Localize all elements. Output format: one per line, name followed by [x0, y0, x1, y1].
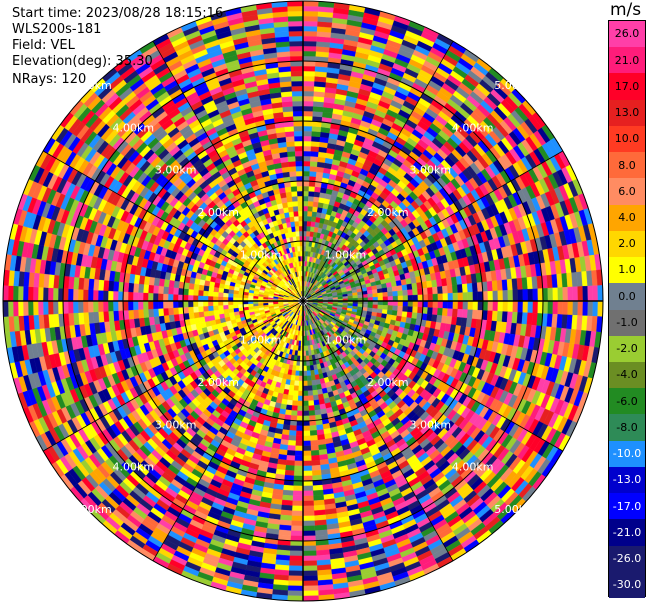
azimuth-spoke [302, 300, 563, 452]
elevation-label: Elevation(deg): 35.30 [12, 54, 153, 69]
colorbar-tick-label: -21.0 [612, 525, 642, 539]
azimuth-spoke [302, 150, 563, 302]
colorbar-segment [609, 440, 645, 468]
colorbar-unit: m/s [610, 0, 642, 20]
azimuth-spoke [42, 150, 304, 302]
colorbar-tick-label: -4.0 [616, 368, 638, 382]
range-ring-label: 4.00km [452, 461, 494, 474]
colorbar-tick-label: 10.0 [614, 132, 640, 146]
range-ring-label: 3.00km [155, 164, 197, 177]
colorbar-tick-label: 26.0 [614, 27, 640, 41]
colorbar-segment [609, 257, 645, 284]
colorbar [608, 20, 646, 599]
range-ring-label: 3.00km [410, 164, 452, 177]
colorbar-tick-label: -1.0 [616, 315, 638, 329]
range-ring-label: 5.00km [494, 503, 536, 516]
azimuth-spoke [42, 300, 304, 452]
range-ring-label: 5.00km [494, 79, 536, 92]
colorbar-segment [609, 335, 645, 363]
colorbar-tick-label: -6.0 [616, 394, 638, 408]
colorbar-tick-label: -30.0 [612, 578, 642, 592]
range-ring-label: 3.00km [410, 418, 452, 431]
colorbar-segment [609, 47, 645, 74]
colorbar-segment [609, 519, 645, 547]
range-ring-label: 2.00km [197, 206, 239, 219]
colorbar-segment [609, 414, 645, 442]
colorbar-segment [609, 493, 645, 520]
colorbar-tick-label: 0.0 [618, 289, 636, 303]
range-ring-label: 4.00km [113, 461, 155, 474]
colorbar-segment [609, 571, 645, 599]
colorbar-segment [609, 152, 645, 179]
range-rings: 1.00km 1.00km 1.00km 1.00km 2.00km 2.00km 2.00… [2, 0, 604, 602]
azimuth-spoke [152, 300, 304, 561]
range-ring-label: 1.00km [240, 249, 282, 262]
range-ring-label: 2.00km [367, 206, 409, 219]
colorbar-tick-label: 4.0 [618, 211, 636, 225]
colorbar-segment [609, 361, 645, 389]
colorbar-segment [609, 99, 645, 127]
colorbar-segment [609, 545, 645, 573]
azimuth-spoke [302, 300, 454, 561]
azimuth-spoke [302, 40, 454, 302]
colorbar-tick-label: -26.0 [612, 551, 642, 565]
colorbar-segment [609, 388, 645, 415]
colorbar-segment [609, 73, 645, 101]
colorbar-segment [609, 125, 645, 153]
colorbar-tick-label: -13.0 [612, 473, 642, 487]
range-ring-label: 3.00km [155, 418, 197, 431]
colorbar-tick-label: 2.0 [618, 237, 636, 251]
colorbar-segment [609, 283, 645, 310]
range-ring-label: 1.00km [325, 249, 367, 262]
colorbar-tick-label: 17.0 [614, 79, 640, 93]
colorbar-tick-label: -10.0 [612, 447, 642, 461]
range-ring-label: 4.00km [452, 121, 494, 134]
instrument-label: WLS200s-181 [12, 22, 102, 37]
colorbar-tick-label: 1.0 [618, 263, 636, 277]
colorbar-tick-label: 21.0 [614, 53, 640, 67]
field-label: Field: VEL [12, 38, 75, 53]
azimuth-spoke [152, 40, 304, 302]
start-time-label: Start time: 2023/08/28 18:15:16 [12, 6, 224, 21]
range-ring-label: 1.00km [240, 333, 282, 346]
colorbar-segment [609, 178, 645, 206]
range-ring-label: 2.00km [197, 376, 239, 389]
range-ring-label: 2.00km [367, 376, 409, 389]
range-ring-label: 1.00km [325, 333, 367, 346]
range-ring-label: 5.00km [70, 503, 112, 516]
radar-gates [2, 0, 604, 602]
colorbar-segment [609, 21, 645, 48]
colorbar-tick-label: -8.0 [616, 420, 638, 434]
nrays-label: NRays: 120 [12, 72, 87, 87]
colorbar-tick-label: -2.0 [616, 342, 638, 356]
colorbar-tick-label: 8.0 [618, 158, 636, 172]
colorbar-segment [609, 309, 645, 337]
colorbar-tick-label: 6.0 [618, 184, 636, 198]
range-ring-label: 4.00km [113, 121, 155, 134]
colorbar-segment [609, 466, 645, 494]
colorbar-segment [609, 230, 645, 258]
colorbar-segment [609, 204, 645, 232]
range-ring-label: 5.00km [70, 79, 112, 92]
colorbar-tick-label: 13.0 [614, 106, 640, 120]
colorbar-tick-label: -17.0 [612, 499, 642, 513]
